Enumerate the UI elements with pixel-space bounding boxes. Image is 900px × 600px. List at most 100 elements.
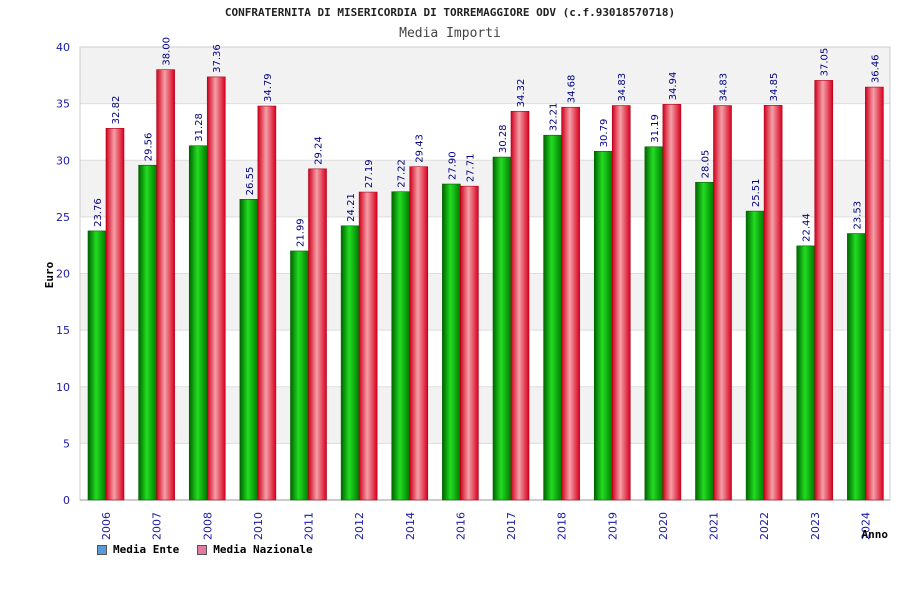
bar-media-nazionale-2006 [105,128,125,501]
bar-media-ente-2017 [492,156,512,501]
bar-media-ente-2006 [87,230,107,501]
data-labels: 23.76 32.82 29.56 38.00 31.28 37.36 26.55 34.79… [93,37,881,247]
bar-media-nazionale-2021 [713,105,732,501]
x-tick-label: 2018 [556,512,569,540]
x-tick-label: 2024 [859,512,872,540]
y-tick-label: 40 [56,41,70,54]
x-tick-label: 2017 [505,512,518,540]
bar-media-nazionale-2023 [814,80,834,501]
data-label: 29.43 [415,134,426,163]
data-label: 37.36 [212,44,223,73]
bar-media-ente-2007 [138,164,157,501]
bar-media-nazionale-2010 [257,105,277,501]
data-label: 34.94 [668,72,679,101]
bars [87,69,884,501]
data-label: 34.79 [263,73,274,102]
data-label: 25.51 [751,178,762,207]
bar-media-nazionale-2018 [561,106,580,501]
x-tick-label: 2023 [809,512,822,540]
data-label: 27.22 [397,159,408,188]
bar-media-nazionale-2007 [156,69,175,501]
bar-media-ente-2024 [847,233,866,501]
bar-media-ente-2018 [543,134,562,501]
bar-media-ente-2012 [340,225,360,501]
bar-media-nazionale-2020 [662,104,682,501]
bar-media-nazionale-2014 [409,166,429,501]
bar-media-nazionale-2011 [308,168,327,501]
data-label: 22.44 [802,213,813,242]
legend: Media Ente Media Nazionale [97,543,313,556]
bar-media-nazionale-2022 [763,105,783,501]
data-label: 31.19 [650,114,661,143]
data-label: 29.24 [314,136,325,165]
bar-media-ente-2008 [188,145,208,501]
bar-media-nazionale-2024 [865,86,884,501]
legend-label-media-nazionale: Media Nazionale [213,543,313,556]
legend-item-media-nazionale: Media Nazionale [197,543,313,556]
x-tick-label: 2020 [657,512,670,540]
bar-media-ente-2010 [239,199,259,501]
data-label: 29.56 [144,133,155,162]
data-label: 23.53 [852,201,863,230]
x-tick-label: 2007 [151,512,164,540]
data-label: 23.76 [93,198,104,227]
y-tick-label: 35 [56,98,70,111]
bar-media-ente-2014 [391,191,411,501]
x-tick-label: 2014 [404,512,417,540]
bar-media-ente-2020 [644,146,664,501]
legend-swatch-media-ente [97,544,107,555]
data-label: 34.83 [719,73,730,102]
y-tick-label: 10 [56,381,70,394]
data-label: 27.19 [364,159,375,188]
x-tick-label: 2019 [606,512,619,540]
legend-item-media-ente: Media Ente [97,543,179,556]
data-label: 30.28 [498,124,509,153]
y-tick-label: 20 [56,268,70,281]
data-label: 27.90 [447,151,458,180]
legend-swatch-media-nazionale [197,544,208,555]
data-label: 32.21 [549,103,560,132]
data-label: 34.68 [567,75,578,104]
data-label: 32.82 [111,96,122,125]
bar-media-ente-2021 [695,182,714,501]
x-tick-label: 2006 [100,512,113,540]
legend-label-media-ente: Media Ente [113,543,180,556]
tick-labels: 0 5 10 15 20 25 30 35 40 2006 2007 2008 2010 2011 2012… [56,41,872,540]
data-label: 36.46 [870,54,881,83]
data-label: 34.32 [516,79,527,108]
data-label: 37.05 [820,48,831,77]
bar-media-nazionale-2008 [206,76,226,501]
data-label: 27.71 [465,154,476,183]
x-tick-label: 2012 [353,512,366,540]
y-axis-label: Euro [43,261,56,288]
data-label: 21.99 [296,218,307,247]
bar-media-ente-2022 [745,210,765,501]
data-label: 24.21 [346,193,357,222]
x-tick-label: 2021 [708,512,721,540]
x-tick-label: 2008 [201,512,214,540]
chart-title: CONFRATERNITA DI MISERICORDIA DI TORREMA… [224,6,676,19]
data-label: 31.28 [194,113,205,142]
data-label: 38.00 [162,37,173,66]
bar-media-ente-2019 [593,151,613,501]
bar-media-nazionale-2016 [460,185,479,501]
data-label: 30.79 [599,119,610,148]
chart-subtitle: Media Importi [399,26,501,41]
x-tick-label: 2011 [303,512,316,540]
x-tick-label: 2010 [252,512,265,540]
x-tick-label: 2016 [454,512,467,540]
bar-media-nazionale-2012 [358,191,378,501]
y-tick-label: 30 [56,154,70,167]
bar-media-nazionale-2017 [510,111,530,501]
bar-media-ente-2023 [796,245,816,501]
bar-media-nazionale-2019 [611,105,631,501]
y-tick-label: 0 [63,494,70,507]
data-label: 34.85 [769,73,780,102]
bar-media-ente-2016 [442,183,461,501]
data-label: 26.55 [245,167,256,196]
x-tick-label: 2022 [758,512,771,540]
data-label: 28.05 [701,150,712,179]
y-tick-label: 25 [56,211,70,224]
x-axis-label: Anno [862,528,889,541]
